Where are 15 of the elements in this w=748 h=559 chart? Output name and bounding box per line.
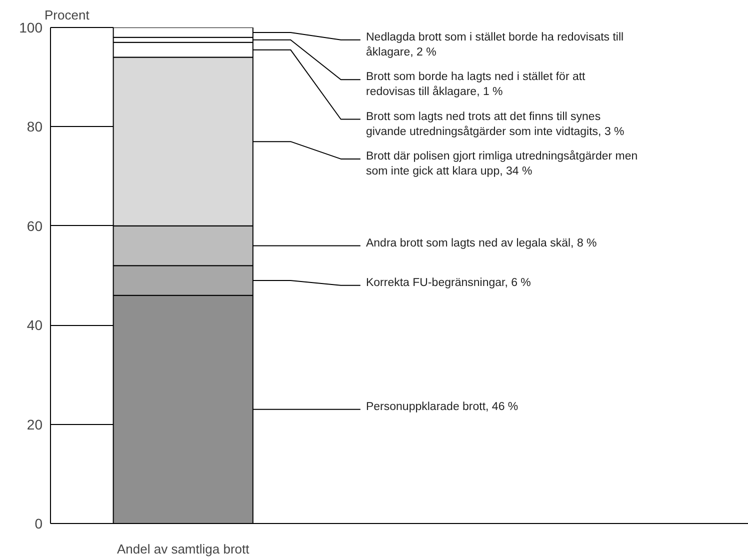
text: Nedlagda brott som i stället borde ha redovisats till åklagare, 2 % — [366, 31, 624, 58]
y-tick-label: 40 — [26, 317, 43, 334]
text: Brott som borde ha lagts ned i stället för att redovisas till åklagare, 1 % — [366, 71, 586, 98]
text: Andra brott som lagts ned av legala skäl, 8 % — [366, 237, 597, 250]
y-tick-label: 20 — [26, 416, 43, 432]
y-tick-label: 0 — [34, 516, 43, 532]
text: Korrekta FU-begränsningar, 6 % — [366, 276, 531, 289]
y-tick-label: 60 — [26, 218, 43, 234]
x-tick-label: Andel av samtliga brott — [117, 542, 250, 556]
text: Personuppklarade brott, 46 % — [366, 400, 518, 413]
text: Brott där polisen gjort rimliga utredningsåtgärder men som inte gick att klara upp, 34 % — [366, 150, 638, 178]
y-tick-label: 80 — [26, 118, 43, 135]
text: Brott som lagts ned trots att det finns till synes givande utredningsåtgärder som inte vidtagits, 3 % — [366, 110, 624, 138]
y-tick-label: 100 — [19, 20, 43, 36]
y-axis-title: Procent — [44, 8, 90, 22]
